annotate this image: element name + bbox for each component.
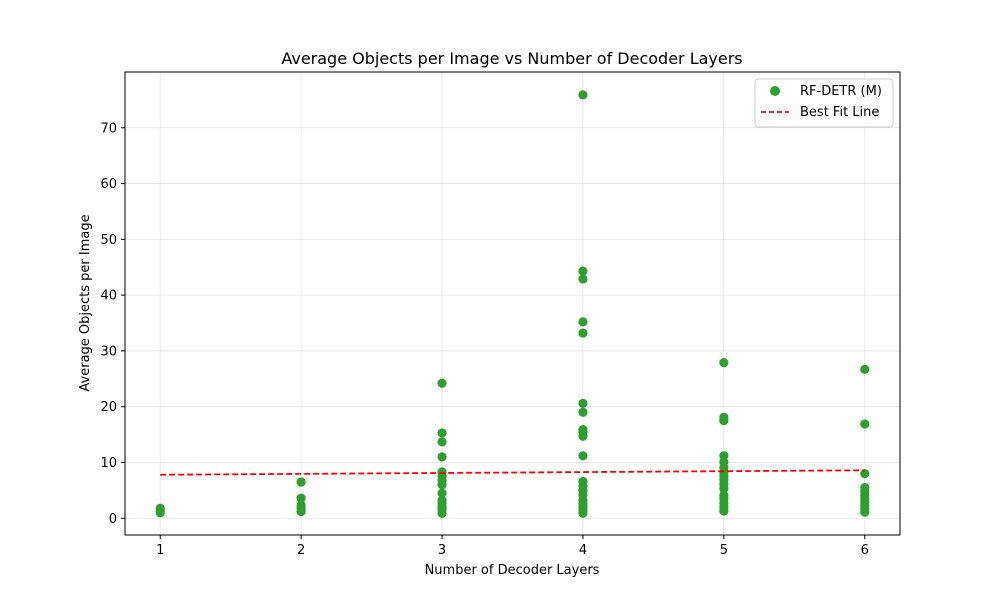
x-tick-label: 3 bbox=[438, 543, 446, 558]
y-tick-label: 70 bbox=[100, 121, 117, 136]
scatter-point bbox=[437, 378, 447, 388]
scatter-point bbox=[296, 493, 306, 503]
scatter-point bbox=[578, 451, 588, 461]
scatter-point bbox=[719, 358, 729, 368]
legend-frame bbox=[754, 78, 894, 128]
scatter-point bbox=[578, 398, 588, 408]
legend: RF-DETR (M) Best Fit Line bbox=[754, 78, 894, 128]
scatter-point bbox=[578, 90, 588, 100]
grid bbox=[125, 72, 900, 535]
scatter-point bbox=[578, 328, 588, 338]
y-tick-label: 0 bbox=[109, 512, 117, 527]
data-layer bbox=[155, 90, 870, 518]
chart-title: Average Objects per Image vs Number of D… bbox=[281, 49, 742, 68]
scatter-point bbox=[719, 490, 729, 500]
y-tick-label: 20 bbox=[100, 400, 117, 415]
scatter-point bbox=[578, 266, 588, 276]
scatter-point bbox=[578, 407, 588, 417]
y-axis-label: Average Objects per Image bbox=[78, 214, 93, 391]
scatter-point bbox=[578, 476, 588, 487]
scatter-point bbox=[155, 503, 165, 513]
y-tick-label: 40 bbox=[100, 289, 117, 304]
legend-label-rf-detr: RF-DETR (M) bbox=[800, 84, 882, 99]
scatter-point bbox=[296, 477, 306, 487]
scatter-point bbox=[437, 495, 447, 506]
y-tick-label: 60 bbox=[100, 177, 117, 192]
best-fit-line bbox=[160, 469, 865, 476]
scatter-point bbox=[860, 469, 870, 479]
scatter-point bbox=[860, 364, 870, 374]
legend-label-best-fit: Best Fit Line bbox=[800, 105, 879, 120]
x-tick-label: 1 bbox=[156, 543, 164, 558]
x-axis-label: Number of Decoder Layers bbox=[425, 563, 600, 578]
plot-frame bbox=[124, 71, 901, 536]
scatter-point bbox=[578, 274, 588, 284]
legend-marker-rf-detr bbox=[770, 86, 780, 96]
x-tick-label: 6 bbox=[861, 543, 869, 558]
scatter-point bbox=[437, 467, 447, 477]
scatter-point bbox=[437, 437, 447, 447]
x-tick-label: 4 bbox=[579, 543, 587, 558]
scatter-point bbox=[437, 428, 447, 438]
scatter-point bbox=[437, 488, 447, 498]
scatter-point bbox=[719, 451, 729, 461]
y-tick-label: 30 bbox=[100, 344, 117, 359]
x-tick-label: 5 bbox=[720, 543, 728, 558]
scatter-point bbox=[860, 482, 870, 493]
x-tick-label: 2 bbox=[297, 543, 305, 558]
scatter-point bbox=[578, 317, 588, 327]
y-tick-label: 10 bbox=[100, 456, 117, 471]
scatter-point bbox=[860, 419, 870, 429]
scatter-point bbox=[578, 424, 588, 435]
scatter-point bbox=[719, 412, 729, 422]
scatter-point bbox=[296, 500, 306, 511]
y-tick-label: 50 bbox=[100, 233, 117, 248]
scatter-point bbox=[437, 452, 447, 462]
